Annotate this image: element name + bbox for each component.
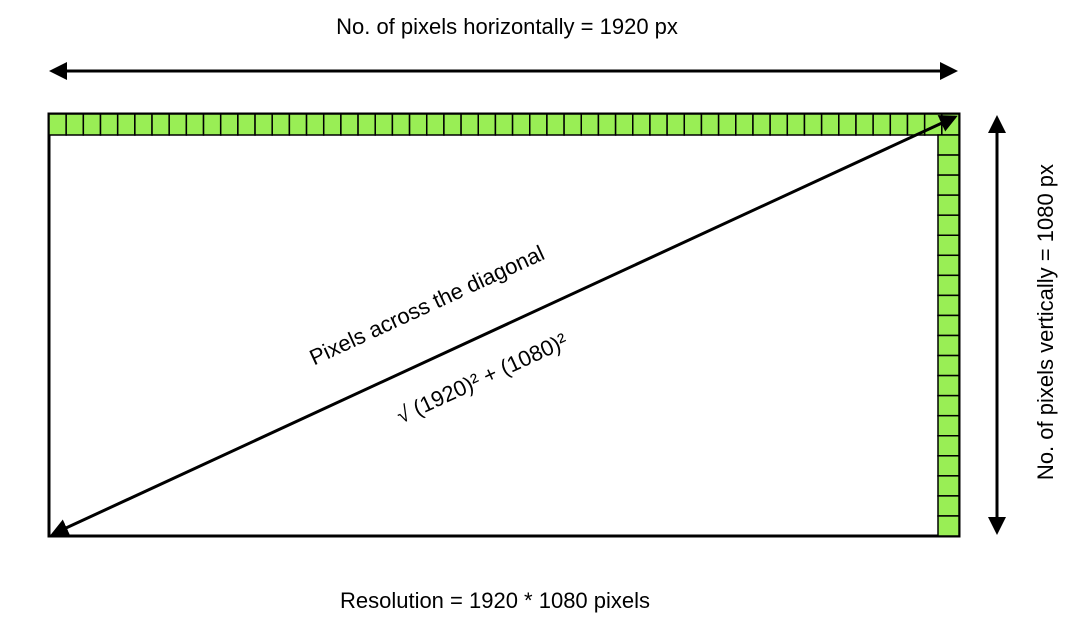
pixel-cell: [735, 113, 754, 136]
right-pixel-column: [937, 134, 960, 537]
pixel-cell: [937, 274, 960, 297]
pixel-cell: [168, 113, 188, 136]
pixel-cell: [614, 113, 634, 136]
pixel-cell: [443, 113, 462, 136]
pixel-cell: [271, 113, 291, 136]
diagonal-arrow: [50, 115, 958, 536]
pixel-cell: [48, 113, 67, 136]
pixel-cell: [185, 113, 205, 136]
pixel-cell: [494, 113, 514, 136]
pixel-cell: [425, 113, 445, 136]
pixel-cell: [937, 515, 960, 537]
pixel-cell: [99, 113, 119, 136]
pixel-cell: [374, 113, 394, 136]
pixel-cell: [872, 113, 892, 136]
pixel-cell: [391, 113, 411, 136]
pixel-cell: [580, 113, 600, 136]
pixel-cell: [254, 113, 273, 136]
pixel-cell: [937, 495, 960, 517]
pixel-cell: [683, 113, 703, 136]
pixel-cell: [855, 113, 874, 136]
pixel-cell: [937, 194, 960, 216]
pixel-cell: [116, 113, 136, 136]
vertical-pixels-label: No. of pixels vertically = 1080 px: [1033, 164, 1058, 480]
pixel-cell: [937, 294, 960, 317]
pixel-cell: [408, 113, 428, 136]
pixel-cell: [511, 113, 531, 136]
pixel-cell: [717, 113, 737, 136]
pixel-cell: [529, 113, 548, 136]
pixel-cell: [632, 113, 651, 136]
pixel-cell: [477, 113, 497, 136]
pixel-cell: [937, 475, 960, 497]
pixel-cell: [237, 113, 256, 136]
diagonal-formula: √ (1920)² + (1080)²: [393, 328, 572, 428]
pixel-cell: [288, 113, 308, 136]
pixel-cell: [937, 234, 960, 257]
pixel-cell: [82, 113, 102, 136]
pixel-cell: [937, 174, 960, 196]
pixel-cell: [700, 113, 720, 136]
pixel-cell: [937, 414, 960, 437]
pixel-cell: [752, 113, 771, 136]
pixel-cell: [937, 435, 960, 457]
pixel-cell: [937, 134, 960, 156]
pixel-cell: [340, 113, 359, 136]
pixel-cell: [838, 113, 857, 136]
pixel-cell: [937, 374, 960, 397]
pixel-cell: [202, 113, 222, 136]
pixel-cell: [769, 113, 789, 136]
pixel-cell: [649, 113, 668, 136]
pixel-cell: [941, 113, 960, 136]
pixel-cell: [65, 113, 85, 136]
pixel-cell: [937, 394, 960, 417]
top-pixel-row: [48, 113, 960, 136]
pixel-cell: [803, 113, 823, 136]
pixel-cell: [937, 334, 960, 357]
pixel-cell: [563, 113, 583, 136]
pixel-cell: [889, 113, 909, 136]
pixel-cell: [937, 254, 960, 277]
pixel-cell: [937, 354, 960, 377]
pixel-cell: [937, 455, 960, 477]
pixel-cell: [820, 113, 840, 136]
pixel-cell: [460, 113, 479, 136]
pixel-cell: [322, 113, 342, 136]
pixel-cell: [305, 113, 325, 136]
horizontal-pixels-label: No. of pixels horizontally = 1920 px: [336, 14, 678, 39]
resolution-label: Resolution = 1920 * 1080 pixels: [340, 588, 650, 613]
pixel-cell: [786, 113, 806, 136]
pixel-cell: [597, 113, 617, 136]
pixel-cell: [666, 113, 686, 136]
pixel-cell: [357, 113, 376, 136]
pixel-cell: [134, 113, 153, 136]
pixel-cell: [937, 214, 960, 236]
pixel-cell: [937, 154, 960, 176]
pixel-cell: [219, 113, 239, 136]
pixel-cell: [151, 113, 170, 136]
pixel-cell: [937, 314, 960, 337]
pixel-cell: [546, 113, 565, 136]
